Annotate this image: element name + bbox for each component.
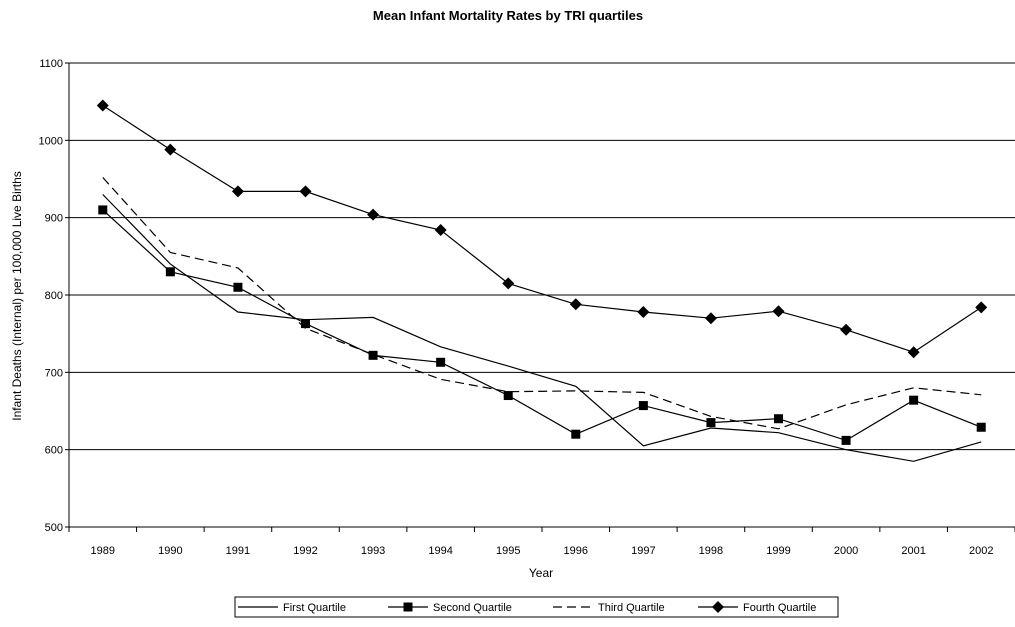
legend-label: Fourth Quartile (743, 602, 816, 614)
x-axis-label: Year (529, 566, 553, 580)
x-tick-label: 1993 (361, 545, 385, 557)
x-tick-label: 1994 (428, 545, 452, 557)
legend-entry: Second Quartile (388, 602, 512, 614)
series-line (102, 209, 982, 442)
data-point (96, 99, 109, 112)
data-point (502, 277, 515, 290)
y-tick-label: 500 (45, 522, 63, 534)
data-point (299, 185, 312, 198)
legend-entry: Third Quartile (553, 602, 665, 614)
x-tick-label: 1997 (631, 545, 655, 557)
series-2 (98, 205, 986, 445)
series-line (102, 104, 982, 353)
y-tick-label: 600 (45, 445, 63, 457)
legend-marker (712, 601, 724, 613)
data-point (367, 208, 380, 221)
legend-label: Third Quartile (598, 602, 665, 614)
y-tick-label: 1000 (39, 135, 63, 147)
data-point (975, 301, 988, 314)
data-point (434, 224, 447, 237)
axes-layer: 500 600 700 800 900 1000 1100 1989 1990 1991 1992 1… (39, 58, 1015, 557)
x-tick-label: 1990 (158, 545, 182, 557)
legend-box (234, 596, 839, 618)
x-tick-label: 1991 (226, 545, 250, 557)
series-layer (96, 99, 988, 462)
data-point (503, 391, 513, 401)
data-point (165, 267, 175, 277)
data-point (638, 401, 648, 411)
data-point (569, 298, 582, 311)
x-tick-label: 1999 (766, 545, 790, 557)
data-point (841, 435, 851, 445)
data-point (976, 422, 986, 432)
legend-entry: First Quartile (238, 602, 346, 614)
data-point (301, 319, 310, 329)
y-tick-label: 1100 (39, 58, 63, 70)
x-tick-label: 1995 (496, 545, 520, 557)
data-point (907, 346, 920, 359)
series-line (102, 177, 982, 430)
x-tick-label: 2000 (834, 545, 858, 557)
data-point (840, 323, 853, 336)
x-tick-label: 1992 (293, 545, 317, 557)
series-line (102, 194, 982, 462)
x-tick-label: 2002 (969, 545, 993, 557)
x-tick-label: 1998 (699, 545, 723, 557)
y-axis-label: Infant Deaths (Internal) per 100,000 Liv… (10, 171, 24, 420)
y-tick-label: 700 (45, 367, 63, 379)
x-tick-label: 1989 (91, 545, 115, 557)
series-1 (102, 194, 982, 462)
data-point (772, 305, 785, 318)
data-point (164, 143, 177, 156)
data-point (571, 429, 581, 439)
data-point (706, 418, 716, 428)
data-point (233, 282, 243, 292)
data-point (368, 350, 378, 360)
data-point (909, 395, 919, 405)
legend-marker (403, 602, 413, 612)
data-point (436, 357, 446, 367)
data-point (231, 185, 244, 198)
data-point (704, 312, 717, 325)
series-3 (102, 177, 982, 430)
legend-entry: Fourth Quartile (698, 601, 816, 614)
legend: First Quartile Second Quartile Third Quart… (234, 596, 839, 618)
x-tick-label: 1996 (564, 545, 588, 557)
grid-layer (69, 62, 1015, 451)
chart-title: Mean Infant Mortality Rates by TRI quart… (373, 8, 643, 23)
data-point (774, 414, 783, 424)
y-tick-label: 800 (45, 290, 63, 302)
series-4 (96, 99, 988, 359)
data-point (98, 205, 108, 215)
data-point (637, 306, 650, 319)
legend-label: Second Quartile (433, 602, 512, 614)
y-tick-label: 900 (45, 213, 63, 225)
legend-label: First Quartile (283, 602, 346, 614)
x-tick-label: 2001 (901, 545, 925, 557)
